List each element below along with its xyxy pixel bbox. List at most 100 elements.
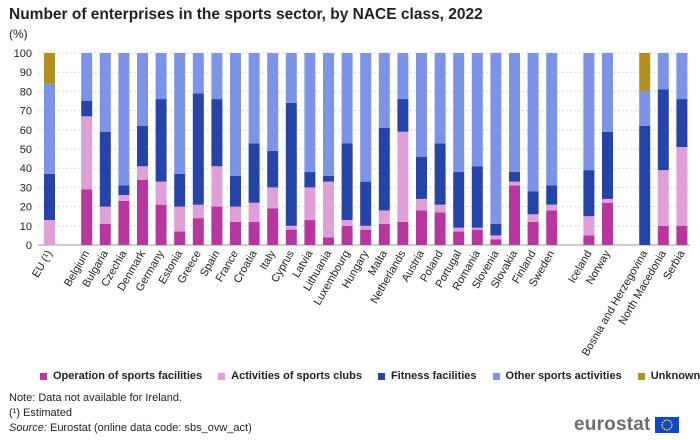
legend-item: Activities of sports clubs (218, 370, 362, 382)
bar-segment (378, 223, 390, 245)
bar-segment (639, 125, 651, 245)
legend-swatch (377, 372, 385, 380)
bar-segment (360, 229, 372, 245)
chart-legend: Operation of sports facilities Activities… (40, 370, 700, 382)
bar-segment (471, 166, 483, 228)
bar-segment (81, 53, 93, 101)
bar-segment (44, 220, 55, 245)
bar-segment (285, 53, 297, 103)
bar-segment (323, 237, 334, 245)
bar-segment (434, 212, 446, 245)
y-tick-label: 50 (20, 144, 32, 156)
bar-segment (174, 231, 186, 245)
bar-segment (416, 198, 427, 211)
bar-segment (192, 93, 204, 205)
legend-item: Other sports activities (492, 370, 622, 382)
bar-segment (453, 231, 465, 245)
bar-segment (44, 53, 55, 84)
bar-segment (267, 208, 279, 245)
bar-segment (137, 125, 148, 167)
legend-label: Operation of sports facilities (53, 370, 203, 382)
bar-segment (471, 229, 483, 245)
bar-segment (676, 53, 688, 100)
bar-segment (192, 218, 204, 245)
bar-segment (360, 53, 372, 182)
y-axis-unit: (%) (9, 27, 28, 41)
x-tick-label: EU (¹) (30, 249, 55, 280)
bar-segment (211, 206, 223, 245)
bar-segment (174, 53, 186, 174)
bar-segment (416, 53, 427, 157)
bar-segment (341, 220, 353, 226)
bar-segment (471, 53, 483, 167)
bar-segment (341, 53, 353, 144)
y-tick-label: 20 (20, 202, 32, 214)
bar-segment (639, 53, 651, 92)
legend-swatch (218, 372, 226, 380)
bar-segment (453, 172, 465, 228)
bar-segment (248, 202, 260, 222)
bar-segment (211, 99, 223, 167)
bar-segment (490, 239, 502, 245)
bar-segment (546, 204, 558, 211)
bar-segment (490, 53, 502, 224)
bar-segment (602, 53, 613, 132)
y-tick-label: 40 (20, 163, 32, 175)
bar-segment (118, 185, 130, 196)
legend-swatch (637, 372, 645, 380)
y-tick-label: 10 (20, 221, 32, 233)
bar-segment (248, 143, 260, 203)
bar-segment (44, 173, 55, 221)
bar-segment (583, 53, 595, 171)
bar-segment (304, 220, 316, 245)
bar-segment (44, 83, 55, 174)
bar-segment (509, 172, 520, 182)
bar-segment (323, 53, 334, 176)
bar-segment (397, 221, 409, 245)
legend-item: Fitness facilities (377, 370, 477, 382)
bar-segment (397, 53, 409, 100)
bar-segment (230, 175, 241, 207)
bar-segment (118, 195, 130, 201)
bar-segment (285, 225, 297, 230)
bar-segment (137, 179, 148, 245)
bar-segment (341, 225, 353, 245)
bar-segment (99, 131, 111, 207)
bar-segment (657, 89, 669, 171)
bar-segment (509, 53, 520, 173)
bar-segment (602, 131, 613, 199)
legend-label: Activities of sports clubs (231, 370, 362, 382)
chart-title: Number of enterprises in the sports sect… (9, 6, 483, 23)
bar-segment (248, 53, 260, 144)
bar-segment (546, 185, 558, 205)
bar-segment (174, 206, 186, 232)
legend-label: Fitness facilities (390, 370, 477, 382)
bar-segment (304, 172, 316, 188)
bar-segment (267, 53, 279, 151)
y-tick-label: 90 (20, 67, 32, 79)
bar-segment (192, 204, 204, 219)
bar-segment (378, 53, 390, 128)
bar-segment (211, 53, 223, 100)
bar-segment (267, 150, 279, 188)
bar-segment (211, 166, 223, 207)
source-label: Source: (9, 422, 47, 434)
y-tick-label: 0 (26, 240, 32, 252)
bar-segment (378, 210, 390, 224)
legend-item: Unknown (637, 370, 700, 382)
note-ireland: Note: Data not available for Ireland. (9, 392, 183, 404)
bar-segment (81, 101, 93, 117)
bar-segment (602, 198, 613, 203)
bar-segment (155, 181, 167, 205)
bar-segment (118, 200, 130, 245)
bar-segment (527, 191, 539, 215)
bar-segment (397, 99, 409, 132)
bar-segment (434, 53, 446, 144)
bar-segment (527, 53, 539, 192)
eurostat-logo: eurostat (574, 414, 679, 436)
eu-flag-icon (654, 417, 679, 433)
bar-segment (434, 204, 446, 213)
bar-segment (453, 53, 465, 173)
bar-segment (137, 53, 148, 126)
bar-segment (137, 166, 148, 180)
